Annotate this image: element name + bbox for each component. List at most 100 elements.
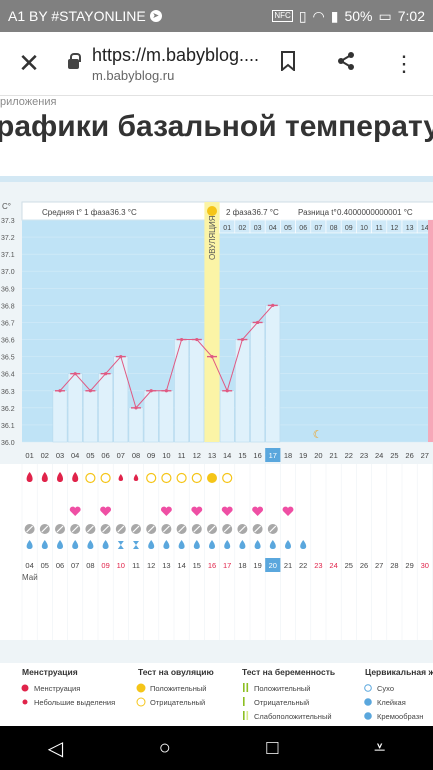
host-text: m.babyblog.ru <box>91 67 175 83</box>
cervical-fluid-icon <box>148 540 155 549</box>
temperature-bar <box>113 356 129 443</box>
share-icon[interactable] <box>317 51 375 77</box>
medication-slash <box>193 525 201 533</box>
temperature-bar <box>67 373 83 443</box>
current-date-highlight <box>265 558 281 572</box>
close-icon[interactable]: ✕ <box>18 48 40 78</box>
ovulation-test-negative-icon <box>85 472 96 484</box>
cycle-day-label: 01 <box>25 451 33 460</box>
legend-pregnancy-icon <box>243 711 245 720</box>
android-nav-bar: ◁ ○ □ ⩡ <box>0 726 433 770</box>
legend-item-label: Положительный <box>254 684 310 693</box>
legend-item-label: Сухо <box>377 684 394 693</box>
status-bar: A1 BY #STAYONLINE ➤ NFC ▯ ◠ ▮ 50% ▭ 7:02 <box>0 0 433 32</box>
legend-item-label: Слабоположительный <box>254 712 332 721</box>
cycle-day-label: 02 <box>41 451 49 460</box>
legend-item-label: Кремообразн <box>377 712 423 721</box>
legend-pregnancy-line2 <box>246 683 249 692</box>
cervical-sticky-icon <box>133 541 139 549</box>
home-icon[interactable]: ○ <box>158 736 171 759</box>
battery-icon: ▭ <box>378 7 392 24</box>
sex-heart-icon <box>282 506 294 516</box>
address-bar[interactable]: https://m.babyblog.... m.babyblog.ru <box>58 45 259 83</box>
cervical-fluid-icon <box>26 540 33 549</box>
phase2-day-label: 03 <box>254 225 262 232</box>
medication-slash <box>86 525 94 533</box>
cycle-day-label: 22 <box>345 451 353 460</box>
phase2-day-label: 10 <box>360 225 368 232</box>
more-menu-icon[interactable]: ⋮ <box>392 50 415 76</box>
browser-toolbar: ✕ https://m.babyblog.... m.babyblog.ru ⋮ <box>0 32 433 96</box>
date-label: 21 <box>284 561 292 570</box>
diff-value: 0.4000000000001 °C <box>337 208 413 217</box>
date-label: 13 <box>162 561 170 570</box>
cycle-day-label: 27 <box>421 451 429 460</box>
back-icon[interactable]: ◁ <box>47 737 64 760</box>
medication-slash <box>102 525 110 533</box>
temperature-dot <box>180 337 184 342</box>
y-tick-label: 37.1 <box>1 252 15 259</box>
legend-pregnancy-icon <box>243 683 245 692</box>
month-label: Май <box>22 573 38 582</box>
cervical-fluid-icon <box>57 540 63 549</box>
y-tick-label: 36.9 <box>1 286 15 293</box>
date-label: 15 <box>193 561 201 570</box>
cycle-day-label: 03 <box>56 451 64 460</box>
date-label: 27 <box>375 561 383 570</box>
legend-pregnancy-icon <box>243 697 245 706</box>
date-label: 06 <box>56 561 64 570</box>
cycle-day-label: 17 <box>269 451 277 460</box>
date-label: 08 <box>86 561 94 570</box>
sex-heart-icon <box>69 506 81 516</box>
medication-slash <box>56 525 64 533</box>
temperature-bar <box>83 390 98 443</box>
phase2-day-label: 01 <box>223 225 231 232</box>
notifications-pull-icon[interactable]: ⩡ <box>373 736 386 759</box>
date-label: 16 <box>208 561 216 570</box>
recents-icon[interactable]: □ <box>266 736 279 759</box>
ovulation-test-negative-icon <box>222 472 233 484</box>
phase2-day-label: 09 <box>345 225 353 232</box>
y-tick-label: 36.0 <box>1 440 15 447</box>
date-label: 28 <box>390 561 398 570</box>
cycle-day-label: 13 <box>208 451 216 460</box>
wifi-icon: ◠ <box>312 7 325 24</box>
cervical-fluid-icon <box>239 540 246 549</box>
breadcrumb[interactable]: риложения <box>0 96 57 108</box>
temperature-bar <box>189 339 205 443</box>
medication-slash <box>208 525 216 533</box>
cycle-day-label: 06 <box>101 451 109 460</box>
legend-item-label: Положительный <box>150 684 206 693</box>
cycle-day-label: 21 <box>329 451 337 460</box>
cycle-day-label: 04 <box>71 451 79 460</box>
cycle-day-label: 05 <box>86 451 94 460</box>
cervical-fluid-icon <box>41 540 48 549</box>
bookmark-icon[interactable] <box>259 50 317 77</box>
ovulation-test-positive-icon <box>207 473 217 483</box>
legend-group-title: Тест на овуляцию <box>138 667 214 677</box>
cervical-fluid-icon <box>254 540 261 549</box>
url-text: https://m.babyblog.... <box>91 44 260 65</box>
cervical-fluid-icon <box>224 540 231 549</box>
cycle-day-label: 14 <box>223 451 231 460</box>
vibrate-icon: ▯ <box>298 7 307 24</box>
ovulation-test-negative-icon <box>100 472 111 484</box>
temperature-bar <box>98 373 113 443</box>
date-label: 29 <box>405 561 413 570</box>
ovulation-column <box>204 202 220 442</box>
date-label: 25 <box>345 561 353 570</box>
temperature-dot <box>210 355 214 359</box>
temperature-dot <box>88 389 92 393</box>
phase1-label: Средняя t° 1 фаза <box>42 208 110 217</box>
cycle-day-label: 10 <box>162 451 170 460</box>
medication-slash <box>223 525 231 533</box>
y-tick-label: 36.1 <box>1 423 15 430</box>
next-cycle-marker <box>428 220 433 442</box>
y-tick-label: 36.2 <box>1 406 15 413</box>
phase2-day-label: 12 <box>391 225 399 232</box>
legend-group-title: Цервикальная ж <box>365 667 433 677</box>
cycle-day-label: 15 <box>238 451 246 460</box>
cervical-fluid-icon <box>87 540 94 549</box>
y-tick-label: 37.0 <box>1 269 15 276</box>
temperature-dot <box>271 303 275 307</box>
